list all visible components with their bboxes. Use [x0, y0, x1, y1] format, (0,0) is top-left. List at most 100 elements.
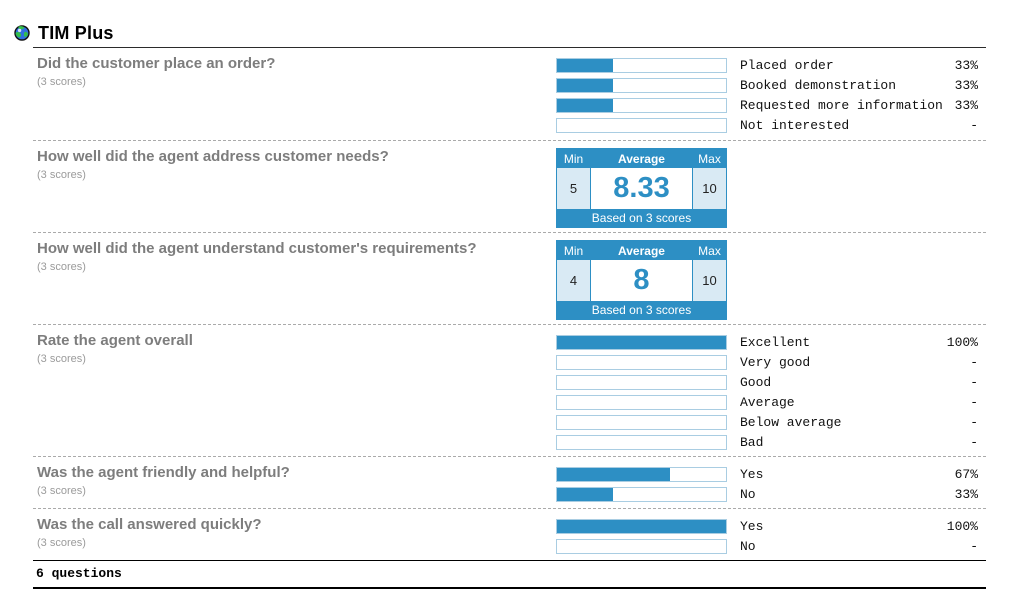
answer-percent: -	[970, 374, 978, 390]
answer-bar-track	[556, 486, 727, 502]
average-header-label: Average	[618, 151, 665, 166]
question-block-1: Did the customer place an order? (3 scor…	[33, 48, 986, 140]
answer-label: Yes	[740, 518, 764, 534]
answer-label: Below average	[740, 414, 842, 430]
answer-label: Placed order	[740, 57, 834, 73]
question-block-4: Rate the agent overall (3 scores) Excell…	[33, 324, 986, 456]
score-summary-header: Min Average Max	[557, 149, 726, 168]
question-results: Yes 67% No 33%	[556, 464, 986, 504]
answer-bar-track	[556, 97, 727, 113]
min-header-label: Min	[563, 151, 584, 166]
answer-row: Booked demonstration 33%	[556, 75, 986, 95]
answer-row: Placed order 33%	[556, 55, 986, 75]
answer-row: Good -	[556, 372, 986, 392]
answer-label: Bad	[740, 434, 764, 450]
answer-percent: -	[970, 394, 978, 410]
answer-label: Good	[740, 374, 772, 390]
question-info: Did the customer place an order? (3 scor…	[33, 55, 556, 136]
page-title: TIM Plus	[38, 22, 114, 43]
answer-row: No -	[556, 536, 986, 556]
globe-icon	[14, 25, 30, 41]
answer-percent: -	[970, 434, 978, 450]
question-title: How well did the agent understand custom…	[37, 240, 477, 257]
max-header-label: Max	[698, 243, 721, 258]
answer-row: Below average -	[556, 412, 986, 432]
max-value: 10	[693, 260, 726, 301]
average-value: 8.33	[590, 168, 693, 209]
answer-bar-track	[556, 374, 727, 390]
answer-label: No	[740, 486, 756, 502]
answer-row: Excellent 100%	[556, 332, 986, 352]
question-title: Was the call answered quickly?	[37, 516, 262, 533]
answer-bar-track	[556, 354, 727, 370]
answer-bar-fill	[557, 78, 613, 92]
question-results: Excellent 100% Very good - Good -	[556, 332, 986, 452]
answer-percent: 33%	[954, 97, 978, 113]
question-score-count: (3 scores)	[37, 168, 86, 181]
min-header-label: Min	[563, 243, 584, 258]
question-results: Yes 100% No -	[556, 516, 986, 556]
question-info: Rate the agent overall (3 scores)	[33, 332, 556, 452]
question-info: Was the agent friendly and helpful? (3 s…	[33, 464, 556, 504]
answer-label: Booked demonstration	[740, 77, 897, 93]
answer-bar-track	[556, 518, 727, 534]
score-summary-caption: Based on 3 scores	[557, 209, 726, 227]
max-header-label: Max	[698, 151, 721, 166]
answer-label: Very good	[740, 354, 811, 370]
score-summary-values: 4 8 10	[557, 260, 726, 301]
score-summary-values: 5 8.33 10	[557, 168, 726, 209]
average-header-label: Average	[618, 243, 665, 258]
answer-bar-track	[556, 57, 727, 73]
question-score-count: (3 scores)	[37, 536, 86, 549]
answer-label: Yes	[740, 466, 764, 482]
answer-bar-fill	[557, 487, 613, 501]
question-block-2: How well did the agent address customer …	[33, 140, 986, 232]
answer-percent: 100%	[946, 518, 978, 534]
question-title: Did the customer place an order?	[37, 55, 276, 72]
question-results: Placed order 33% Booked demonstration 33…	[556, 55, 986, 136]
max-value: 10	[693, 168, 726, 209]
answer-percent: 67%	[954, 466, 978, 482]
answer-label: Not interested	[740, 117, 850, 133]
answer-row: Requested more information 33%	[556, 95, 986, 115]
question-block-3: How well did the agent understand custom…	[33, 232, 986, 324]
answer-bar-track	[556, 466, 727, 482]
question-score-count: (3 scores)	[37, 352, 86, 365]
answer-row: Very good -	[556, 352, 986, 372]
question-score-count: (3 scores)	[37, 75, 86, 88]
answer-bar-fill	[557, 98, 613, 112]
min-value: 5	[557, 168, 590, 209]
answer-percent: 33%	[954, 57, 978, 73]
answer-percent: 33%	[954, 77, 978, 93]
answer-percent: -	[970, 354, 978, 370]
question-results: Min Average Max 5 8.33 10 Based on 3 sco…	[556, 148, 986, 228]
question-score-count: (3 scores)	[37, 260, 86, 273]
question-block-6: Was the call answered quickly? (3 scores…	[33, 508, 986, 560]
answer-row: Yes 67%	[556, 464, 986, 484]
question-count-summary: 6 questions	[33, 560, 986, 589]
question-info: Was the call answered quickly? (3 scores…	[33, 516, 556, 556]
answer-bar-fill	[557, 335, 726, 349]
question-title: Was the agent friendly and helpful?	[37, 464, 290, 481]
question-info: How well did the agent address customer …	[33, 148, 556, 228]
score-summary-caption: Based on 3 scores	[557, 301, 726, 319]
report-content: Did the customer place an order? (3 scor…	[33, 47, 986, 589]
answer-row: Not interested -	[556, 115, 986, 135]
answer-bar-track	[556, 334, 727, 350]
answer-bar-track	[556, 434, 727, 450]
score-summary-header: Min Average Max	[557, 241, 726, 260]
answer-label: Excellent	[740, 334, 811, 350]
answer-label: Requested more information	[740, 97, 943, 113]
answer-bar-track	[556, 538, 727, 554]
answer-row: No 33%	[556, 484, 986, 504]
answer-percent: 33%	[954, 486, 978, 502]
answer-row: Average -	[556, 392, 986, 412]
answer-bar-track	[556, 414, 727, 430]
answer-row: Bad -	[556, 432, 986, 452]
question-title: How well did the agent address customer …	[37, 148, 389, 165]
answer-percent: 100%	[946, 334, 978, 350]
report-header: TIM Plus	[14, 23, 1024, 43]
answer-bar-fill	[557, 519, 726, 533]
answer-label: No	[740, 538, 756, 554]
